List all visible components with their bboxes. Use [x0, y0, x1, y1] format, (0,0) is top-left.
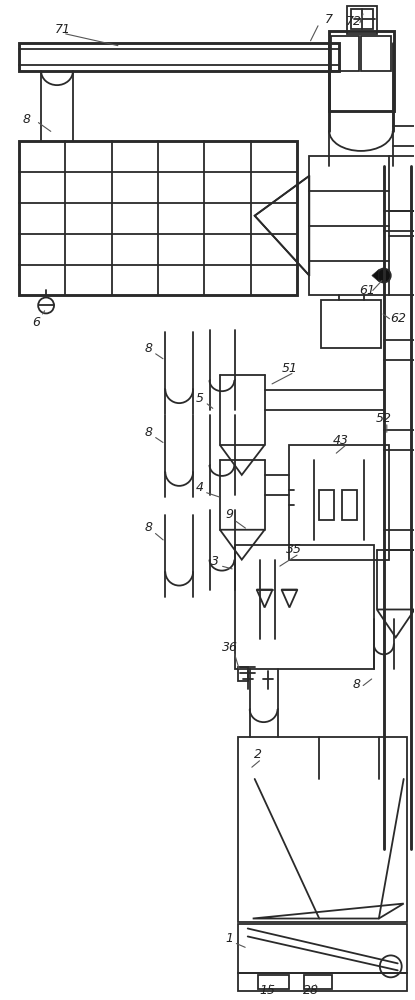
Polygon shape — [372, 270, 379, 282]
Text: 51: 51 — [281, 362, 298, 375]
Bar — [238, 924, 407, 973]
Bar — [258, 975, 289, 989]
Text: 71: 71 — [55, 23, 71, 36]
Bar — [289, 445, 389, 560]
Text: 36: 36 — [222, 641, 238, 654]
Bar — [342, 490, 357, 520]
Bar — [319, 490, 334, 520]
Text: 5: 5 — [196, 392, 204, 405]
Bar — [238, 667, 248, 681]
Text: 43: 43 — [333, 434, 349, 447]
Text: 9: 9 — [226, 508, 234, 521]
Text: 8: 8 — [22, 113, 30, 126]
Text: 2: 2 — [254, 748, 262, 761]
Bar — [238, 737, 407, 922]
Text: 35: 35 — [286, 543, 303, 556]
Bar — [329, 31, 394, 111]
Text: 52: 52 — [376, 412, 392, 425]
Bar — [331, 36, 359, 71]
Bar — [347, 6, 377, 34]
Bar — [19, 141, 298, 295]
Bar — [309, 156, 389, 295]
Text: 28: 28 — [303, 984, 319, 997]
Circle shape — [377, 269, 391, 283]
Text: 6: 6 — [32, 316, 40, 329]
Text: 8: 8 — [144, 342, 152, 355]
Text: 3: 3 — [211, 555, 219, 568]
Bar — [238, 973, 407, 991]
Text: 72: 72 — [346, 15, 362, 28]
Text: 62: 62 — [391, 312, 407, 325]
Bar — [321, 300, 381, 348]
Text: 7: 7 — [325, 13, 333, 26]
Bar — [235, 545, 374, 669]
Text: 61: 61 — [359, 284, 375, 297]
Bar — [361, 36, 391, 71]
Text: 15: 15 — [260, 984, 276, 997]
Bar — [351, 9, 373, 29]
Bar — [304, 975, 332, 989]
Text: 1: 1 — [226, 932, 234, 945]
Text: 8: 8 — [144, 426, 152, 439]
Text: 8: 8 — [144, 521, 152, 534]
Text: 8: 8 — [353, 678, 361, 691]
Text: 4: 4 — [196, 481, 204, 494]
Bar — [19, 43, 339, 71]
